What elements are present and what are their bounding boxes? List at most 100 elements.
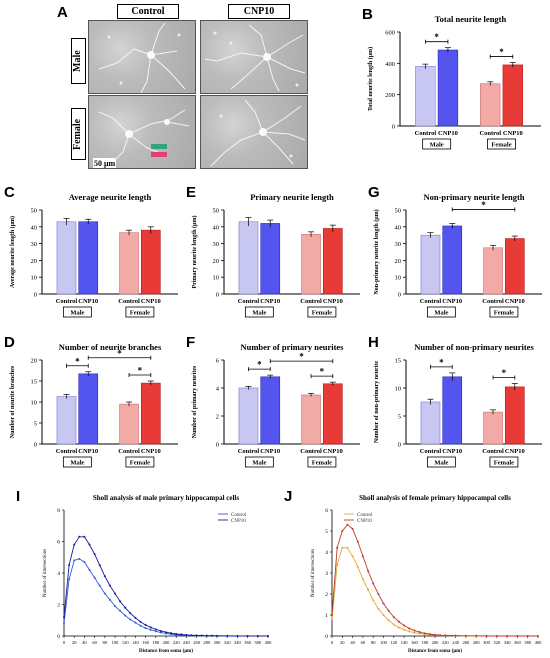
group-label: Male (434, 310, 448, 317)
group-label: Female (130, 310, 150, 317)
data-point (246, 635, 249, 637)
x-tick-label: 80 (371, 640, 376, 645)
group-label-box (489, 306, 519, 318)
group-label-box (489, 456, 519, 468)
significance-marker: * (320, 367, 325, 377)
panel-letter-i: I (16, 488, 21, 505)
data-point (170, 632, 173, 635)
significance-marker: * (499, 47, 504, 57)
data-point (93, 553, 96, 556)
chart-title: Number of neurite branches (59, 342, 162, 352)
x-tick-label: 180 (152, 640, 160, 645)
bar (301, 234, 321, 295)
data-point (226, 634, 229, 637)
group-label-box (487, 138, 516, 150)
x-tick-label: Control (482, 448, 504, 455)
data-point (114, 605, 116, 608)
x-axis-label: Distance from soma (μm) (408, 649, 462, 654)
x-tick-label: 240 (452, 640, 460, 645)
chart-title: Number of non-primary neurites (414, 342, 534, 352)
scale-bar-label: 50 μm (93, 159, 117, 168)
group-label-box (62, 456, 92, 468)
x-tick-label: CNP10 (503, 130, 523, 137)
y-axis-label: Average neurite length (μm) (9, 216, 16, 288)
data-point (195, 634, 198, 637)
x-tick-label: 20 (72, 640, 77, 645)
bar (119, 403, 139, 445)
data-point (397, 620, 400, 623)
data-point (73, 543, 76, 546)
x-tick-label: 380 (524, 640, 532, 645)
x-tick-label: 320 (224, 640, 232, 645)
x-tick-label: 400 (265, 640, 273, 645)
bar (442, 376, 463, 445)
bar (504, 386, 525, 445)
significance-marker: * (257, 360, 262, 370)
x-tick-label: Control (300, 448, 322, 455)
data-point (361, 555, 364, 558)
x-tick-label: CNP10 (442, 298, 462, 305)
micrograph-female-cnp10 (200, 95, 308, 169)
x-tick-label: Control (482, 298, 504, 305)
y-axis-label: Number of intersections (43, 549, 48, 597)
legend-label: Control (357, 513, 373, 518)
data-point (464, 634, 467, 637)
chart-title: Average neurite length (69, 192, 152, 202)
y-tick-label: 0 (34, 292, 37, 299)
data-point (439, 634, 442, 637)
data-point (382, 614, 385, 616)
data-point (356, 565, 359, 568)
panel-letter-c: C (4, 184, 15, 201)
y-tick-label: 0 (216, 292, 219, 299)
data-point (134, 621, 137, 624)
data-point (103, 575, 106, 578)
data-point (180, 633, 183, 636)
chart-title: Sholl analysis of male primary hippocamp… (93, 494, 240, 502)
significance-marker: * (434, 32, 439, 42)
data-point (63, 616, 65, 619)
significance-marker: * (481, 200, 486, 210)
bar (301, 394, 321, 445)
x-tick-label: Control (56, 298, 78, 305)
x-tick-label: 260 (463, 640, 471, 645)
chart-title: Primary neurite length (250, 192, 334, 202)
x-tick-label: CNP10 (260, 298, 280, 305)
data-point (413, 631, 416, 634)
data-point (124, 606, 127, 609)
x-tick-label: CNP10 (78, 448, 98, 455)
data-point (236, 635, 239, 637)
y-tick-label: 6 (325, 508, 328, 514)
legend-label: CNP10 (231, 519, 246, 524)
data-point (185, 633, 188, 636)
group-label: Male (252, 310, 266, 317)
y-tick-label: 8 (57, 508, 60, 514)
y-tick-label: 50 (395, 208, 402, 215)
data-point (331, 614, 333, 616)
data-point (88, 543, 91, 546)
y-tick-label: 20 (31, 258, 38, 265)
group-label: Male (70, 310, 84, 317)
x-tick-label: 140 (132, 640, 140, 645)
bar (260, 376, 281, 445)
y-axis-label: Number of intersections (311, 549, 316, 597)
chart-title: Number of primary neurites (240, 342, 344, 352)
data-point (537, 635, 539, 637)
data-point (346, 546, 349, 549)
data-point (129, 612, 132, 615)
chart-average-neurite-length: Average neurite length Average neurite le… (9, 192, 178, 318)
micrograph-male-control (88, 20, 196, 94)
data-point (144, 623, 147, 626)
y-tick-label: 40 (213, 224, 220, 231)
x-tick-label: 280 (203, 640, 211, 645)
y-tick-label: 10 (31, 275, 38, 282)
y-axis-label: Total neurite length (μm) (367, 47, 374, 111)
y-tick-label: 20 (395, 258, 402, 265)
data-point (495, 635, 498, 637)
y-tick-label: 10 (395, 275, 402, 282)
micrograph-female-control: 50 μm (88, 95, 196, 169)
x-tick-label: CNP10 (141, 448, 161, 455)
x-axis-label: Distance from soma (μm) (139, 649, 193, 654)
data-point (98, 584, 101, 587)
chart-sholl-male: Sholl analysis of male primary hippocamp… (43, 494, 273, 654)
y-tick-label: 40 (31, 224, 38, 231)
